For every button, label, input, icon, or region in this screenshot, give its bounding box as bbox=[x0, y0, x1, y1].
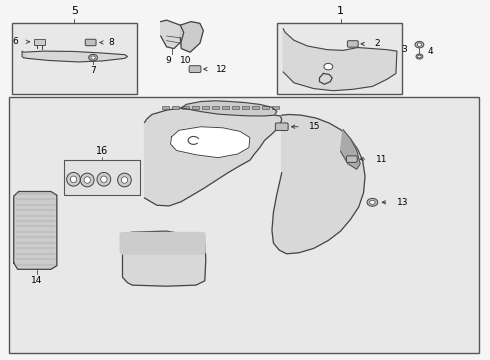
Circle shape bbox=[367, 198, 378, 206]
Circle shape bbox=[416, 54, 423, 59]
Bar bbox=[202, 106, 209, 109]
Text: 3: 3 bbox=[401, 45, 407, 54]
FancyBboxPatch shape bbox=[347, 41, 358, 47]
Bar bbox=[212, 106, 219, 109]
Ellipse shape bbox=[80, 173, 94, 187]
Text: 8: 8 bbox=[109, 38, 115, 47]
Circle shape bbox=[415, 41, 424, 48]
Bar bbox=[64, 160, 140, 195]
Text: 14: 14 bbox=[31, 276, 43, 285]
Bar bbox=[12, 23, 137, 94]
FancyBboxPatch shape bbox=[85, 39, 96, 46]
Circle shape bbox=[417, 55, 421, 58]
Bar bbox=[232, 106, 239, 109]
Text: 7: 7 bbox=[90, 66, 96, 75]
Ellipse shape bbox=[100, 176, 107, 183]
Polygon shape bbox=[181, 101, 277, 116]
Bar bbox=[34, 39, 45, 45]
FancyBboxPatch shape bbox=[120, 232, 206, 255]
FancyBboxPatch shape bbox=[275, 123, 288, 130]
Bar bbox=[182, 106, 189, 109]
Circle shape bbox=[417, 43, 421, 46]
Bar bbox=[262, 106, 270, 109]
Text: 5: 5 bbox=[71, 6, 78, 16]
Bar bbox=[162, 106, 169, 109]
Ellipse shape bbox=[118, 173, 131, 187]
Bar bbox=[242, 106, 249, 109]
Circle shape bbox=[89, 54, 98, 61]
Polygon shape bbox=[145, 108, 282, 206]
Bar bbox=[192, 106, 199, 109]
Polygon shape bbox=[283, 29, 397, 91]
Text: 15: 15 bbox=[309, 122, 320, 131]
Polygon shape bbox=[272, 114, 365, 254]
FancyBboxPatch shape bbox=[346, 156, 357, 162]
Bar bbox=[222, 106, 229, 109]
Text: 2: 2 bbox=[374, 40, 379, 49]
Bar bbox=[252, 106, 259, 109]
Text: 12: 12 bbox=[216, 65, 227, 74]
Polygon shape bbox=[171, 127, 250, 158]
Circle shape bbox=[369, 200, 375, 204]
Text: 6: 6 bbox=[13, 37, 19, 46]
Text: 11: 11 bbox=[376, 155, 388, 163]
Text: 4: 4 bbox=[427, 47, 433, 56]
Bar bbox=[172, 106, 179, 109]
Circle shape bbox=[324, 63, 333, 70]
Polygon shape bbox=[180, 22, 203, 52]
Bar bbox=[277, 23, 402, 94]
Text: 1: 1 bbox=[337, 6, 344, 16]
Polygon shape bbox=[341, 130, 360, 169]
Bar bbox=[272, 106, 279, 109]
FancyBboxPatch shape bbox=[189, 66, 201, 73]
Polygon shape bbox=[161, 20, 184, 49]
Ellipse shape bbox=[97, 172, 111, 186]
Text: 16: 16 bbox=[96, 146, 108, 156]
Ellipse shape bbox=[71, 176, 76, 183]
Ellipse shape bbox=[67, 172, 80, 186]
Ellipse shape bbox=[84, 177, 90, 183]
Circle shape bbox=[91, 56, 95, 59]
Ellipse shape bbox=[122, 177, 127, 183]
Polygon shape bbox=[14, 192, 57, 269]
Text: 10: 10 bbox=[179, 56, 191, 65]
Bar bbox=[9, 97, 479, 353]
Polygon shape bbox=[22, 51, 24, 58]
Polygon shape bbox=[122, 231, 206, 286]
Text: 13: 13 bbox=[397, 198, 408, 207]
Polygon shape bbox=[24, 51, 127, 62]
Text: 9: 9 bbox=[165, 56, 171, 65]
